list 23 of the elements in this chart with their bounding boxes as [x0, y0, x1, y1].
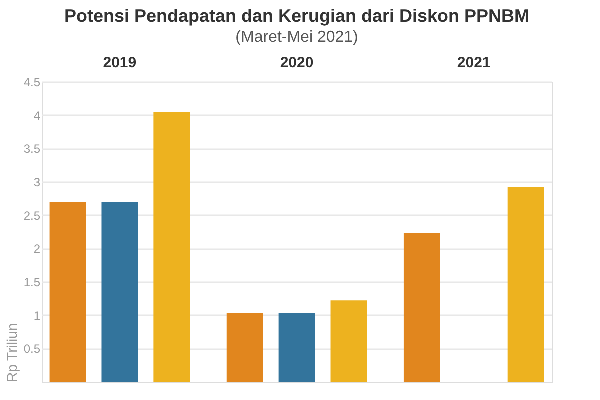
x-tick-label: 2021	[457, 54, 491, 72]
y-tick-label: 1	[34, 308, 41, 323]
bar	[404, 233, 440, 382]
bar	[278, 313, 316, 382]
y-tick-label: 3	[34, 176, 41, 190]
y-axis-title: Rp Triliun	[4, 323, 20, 382]
x-tick-label: 2019	[103, 54, 137, 72]
bar	[154, 112, 190, 382]
y-tick-label: 0.5	[24, 342, 41, 356]
y-tick-label: 1.5	[24, 276, 41, 290]
y-tick-label: 3.5	[24, 142, 41, 156]
y-tick-label: 4.5	[24, 76, 41, 90]
y-tick-label: 4	[34, 108, 41, 123]
chart-subtitle: (Maret-Mei 2021)	[236, 29, 358, 46]
chart-title: Potensi Pendapatan dan Kerugian dari Diskon PPNBM	[64, 6, 530, 26]
x-tick-label: 2020	[280, 54, 314, 72]
bar	[226, 313, 264, 382]
bar	[50, 202, 86, 382]
y-tick-label: 2.5	[24, 208, 41, 223]
y-tick-label: 2	[34, 242, 41, 256]
bar	[102, 202, 138, 382]
bar	[508, 187, 544, 382]
bar	[330, 300, 368, 382]
